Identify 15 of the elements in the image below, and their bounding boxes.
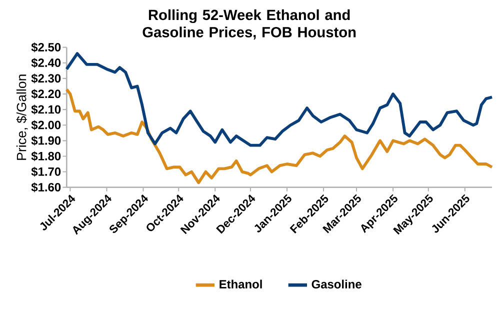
- chart-title: Rolling 52-Week Ethanol and Gasoline Prices, FOB Houston: [142, 9, 356, 40]
- y-tick-label: $2.10: [31, 104, 61, 114]
- y-axis-title: Price, $/Gallon: [16, 74, 28, 160]
- y-tick-label: $2.20: [31, 89, 61, 99]
- y-tick-label: $1.80: [31, 151, 61, 162]
- line-series: [65, 88, 494, 184]
- legend-label: Ethanol: [220, 280, 262, 288]
- y-tick-label: $2.40: [31, 58, 61, 68]
- y-tick-label: $2.30: [31, 74, 61, 84]
- y-tick-label: $2.00: [31, 120, 61, 130]
- y-tick-label: $1.90: [31, 136, 61, 146]
- y-tick-label: $1.70: [31, 166, 61, 177]
- y-tick-label: $1.60: [31, 182, 61, 192]
- legend-label: Gasoline: [312, 280, 362, 288]
- y-tick-label: $2.50: [31, 42, 61, 52]
